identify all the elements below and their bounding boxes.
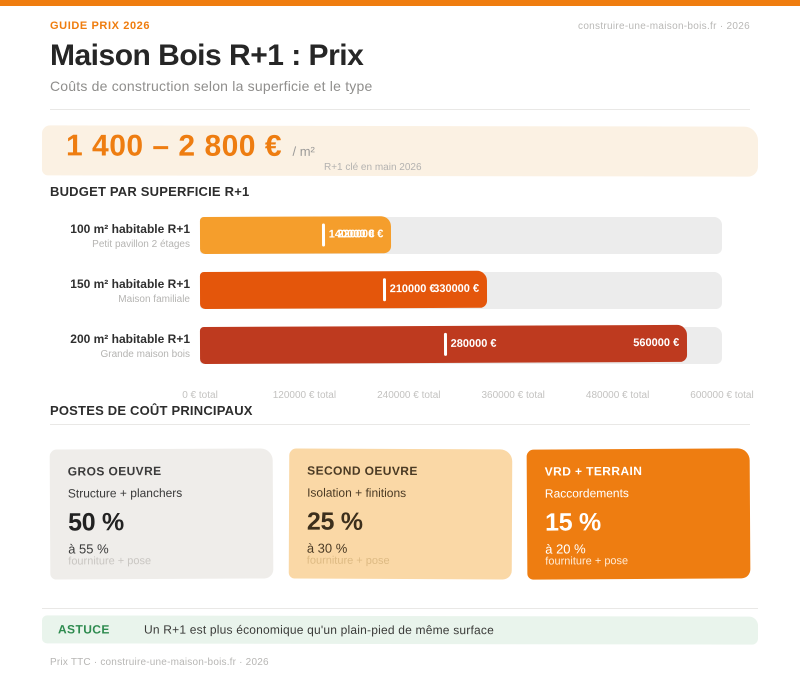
header: GUIDE PRIX 2026 construire-une-maison-bo… [0,6,800,94]
tip-label: ASTUCE [57,622,110,637]
cost-card-value: 25 % [306,507,363,536]
price-banner: 1 400 – 2 800 € / m² R+1 clé en main 202… [41,125,759,177]
bar-label-group: 150 m² habitable R+1 Maison familiale [50,277,200,305]
chart-row: 200 m² habitable R+1 Grande maison bois 28… [50,324,750,364]
source-credit: construire-une-maison-bois.fr · 2026 [578,21,750,32]
chart-row: 150 m² habitable R+1 Maison familiale 2100… [50,270,750,309]
min-value-label: 280000 € [450,337,497,350]
cost-card-note: fourniture + pose [68,555,152,568]
chart-row: 100 m² habitable R+1 Petit pavillon 2 éta… [50,216,750,254]
kicker-row: GUIDE PRIX 2026 construire-une-maison-bo… [50,20,750,32]
cost-card-subtitle: Isolation + finitions [306,485,406,501]
header-divider [50,109,750,110]
cost-card-value: 50 % [67,508,124,537]
chart-x-axis: 0 € total 120000 € total 240000 € total 360… [182,390,753,402]
range-bar: 210000 €330000 € [199,270,488,309]
accent-top-bar [0,0,800,6]
cost-card-note: fourniture + pose [545,555,629,568]
axis-tick-label: 0 € total [182,390,218,401]
kicker: GUIDE PRIX 2026 [50,20,151,32]
bar-sublabel: Grande maison bois [100,348,191,360]
page-title: Maison Bois R+1 : Prix [50,39,364,72]
range-bar: 140000 €220000 € [199,216,392,254]
max-value-label: 560000 € [633,336,680,350]
min-value-label: 210000 € [389,282,436,296]
cost-card-title: GROS OEUVRE [67,463,162,479]
max-value-label: 220000 € [337,228,384,241]
cost-card: VRD + TERRAIN Raccordements 15 % à 20 % four… [526,448,751,580]
bar-sublabel: Petit pavillon 2 étages [92,238,190,250]
page-subtitle: Coûts de construction selon la superfici… [50,78,373,94]
budget-bar-chart: 100 m² habitable R+1 Petit pavillon 2 éta… [0,216,800,364]
bar-track: 210000 €330000 € [199,270,722,309]
cost-card-note: fourniture + pose [306,554,390,567]
costs-divider [50,424,750,425]
bar-label-group: 100 m² habitable R+1 Petit pavillon 2 éta… [50,222,200,250]
cost-card: SECOND OEUVRE Isolation + finitions 25 % à … [288,448,512,580]
bar-track: 280000 € 560000 € [199,324,722,364]
range-bar: 280000 € 560000 € [199,324,688,364]
bar-track: 140000 €220000 € [199,216,722,254]
axis-tick-label: 360000 € total [481,390,545,401]
bar-label-group: 200 m² habitable R+1 Grande maison bois [50,332,200,360]
axis-tick-label: 480000 € total [585,390,650,401]
cost-card-title: SECOND OEUVRE [306,463,418,479]
bar-label: 200 m² habitable R+1 [70,331,190,346]
cost-cards: GROS OEUVRE Structure + planchers 50 % à 55… [0,448,800,580]
budget-section-title: BUDGET PAR SUPERFICIE R+1 [50,184,250,199]
min-tick [443,332,447,356]
cost-card-range: à 20 % [545,541,587,557]
cost-card-subtitle: Structure + planchers [67,485,183,501]
bar-label: 150 m² habitable R+1 [70,276,190,291]
tip-box: ASTUCE Un R+1 est plus économique qu'un … [41,615,759,645]
price-note: R+1 clé en main 2026 [323,161,422,174]
tip-divider [42,608,758,609]
price-range: 1 400 – 2 800 € [65,129,283,163]
price-unit: / m² [292,143,315,159]
cost-card-subtitle: Raccordements [545,486,630,501]
axis-tick-label: 600000 € total [690,390,754,401]
max-value-label: 330000 € [433,282,480,295]
costs-section-title: POSTES DE COÛT PRINCIPAUX [50,403,253,418]
bar-sublabel: Maison familiale [118,293,190,305]
axis-tick-label: 240000 € total [377,390,441,401]
bar-label: 100 m² habitable R+1 [70,221,190,236]
cost-card-title: VRD + TERRAIN [545,463,643,479]
cost-card-range: à 55 % [68,541,109,557]
tip-text: Un R+1 est plus économique qu'un plain-p… [143,622,494,638]
min-tick [382,278,386,302]
cost-card: GROS OEUVRE Structure + planchers 50 % à 55… [49,448,274,580]
min-tick [321,223,325,247]
cost-card-value: 15 % [545,508,602,537]
axis-tick-label: 120000 € total [272,390,337,401]
footer-credit: Prix TTC · construire-une-maison-bois.fr… [50,657,269,668]
